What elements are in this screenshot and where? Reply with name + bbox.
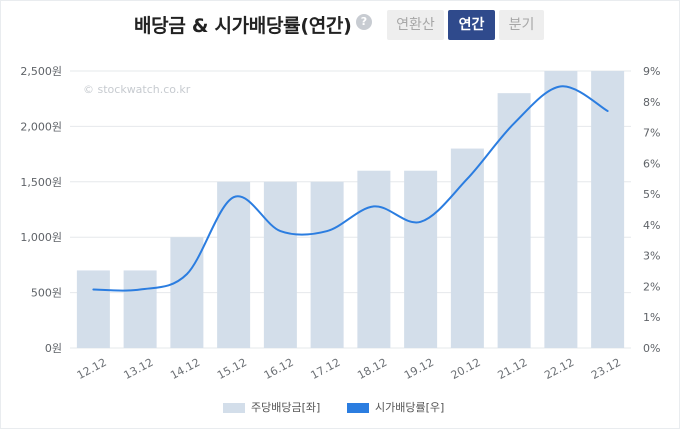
legend-label-yield: 시가배당률[우] <box>375 401 445 414</box>
x-tick-label: 23.12 <box>589 356 623 382</box>
bar <box>591 71 625 348</box>
right-tick-label: 9% <box>643 65 660 78</box>
bar <box>404 170 438 348</box>
left-tick-label: 1,000원 <box>20 231 62 244</box>
x-tick-label: 14.12 <box>168 356 202 382</box>
left-tick-label: 2,000원 <box>20 120 62 133</box>
bar <box>123 270 157 348</box>
legend: 주당배당금[좌] 시가배당률[우] <box>1 396 680 420</box>
right-tick-label: 2% <box>643 280 660 293</box>
bar-series-dividend <box>76 71 625 348</box>
bar <box>357 170 391 348</box>
tab-annual[interactable]: 연간 <box>448 10 495 40</box>
x-tick-label: 13.12 <box>122 356 156 382</box>
x-tick-label: 21.12 <box>496 356 530 382</box>
bar <box>263 181 297 348</box>
right-tick-label: 4% <box>643 219 660 232</box>
bar <box>310 181 344 348</box>
legend-label-dividend: 주당배당금[좌] <box>251 401 321 414</box>
bar <box>217 181 251 348</box>
left-tick-label: 0원 <box>45 342 62 355</box>
x-tick-label: 18.12 <box>355 356 389 382</box>
x-tick-label: 12.12 <box>75 356 109 382</box>
x-tick-label: 20.12 <box>449 356 483 382</box>
right-tick-label: 0% <box>643 342 660 355</box>
left-tick-label: 500원 <box>31 287 62 300</box>
line-series-yield <box>92 85 609 292</box>
right-tick-label: 3% <box>643 250 660 263</box>
bar <box>544 71 578 348</box>
x-axis: 12.12 13.12 14.12 15.12 16.12 17.12 18.12 19.12… <box>75 356 623 382</box>
tab-quarterly[interactable]: 분기 <box>499 10 544 40</box>
right-tick-label: 8% <box>643 96 660 109</box>
bar <box>450 148 484 348</box>
x-tick-label: 17.12 <box>309 356 343 382</box>
x-tick-label: 16.12 <box>262 356 296 382</box>
question-circle-icon[interactable]: ? <box>356 14 372 30</box>
x-tick-label: 22.12 <box>542 356 576 382</box>
bar <box>497 93 531 348</box>
legend-swatch-bar <box>223 403 245 413</box>
tab-annualized[interactable]: 연환산 <box>387 10 444 40</box>
right-tick-label: 5% <box>643 188 660 201</box>
chart-header: 배당금 & 시가배당률(연간) ? 연환산 연간 분기 <box>1 1 680 47</box>
right-tick-label: 1% <box>643 311 660 324</box>
watermark: © stockwatch.co.kr <box>83 83 191 96</box>
right-tick-label: 7% <box>643 127 660 140</box>
right-tick-label: 6% <box>643 157 660 170</box>
chart-title: 배당금 & 시가배당률(연간) <box>134 15 352 37</box>
bar <box>170 237 204 348</box>
legend-swatch-line <box>347 403 369 413</box>
yield-line <box>92 85 609 292</box>
bar <box>76 270 110 348</box>
left-axis: 0원 500원 1,000원 1,500원 2,000원 2,500원 <box>20 65 62 355</box>
gridlines <box>70 70 631 349</box>
left-tick-label: 1,500원 <box>20 176 62 189</box>
x-tick-label: 15.12 <box>215 356 249 382</box>
x-tick-label: 19.12 <box>402 356 436 382</box>
left-tick-label: 2,500원 <box>20 65 62 78</box>
right-axis: 0% 1% 2% 3% 4% 5% 6% 7% 8% 9% <box>643 65 660 355</box>
